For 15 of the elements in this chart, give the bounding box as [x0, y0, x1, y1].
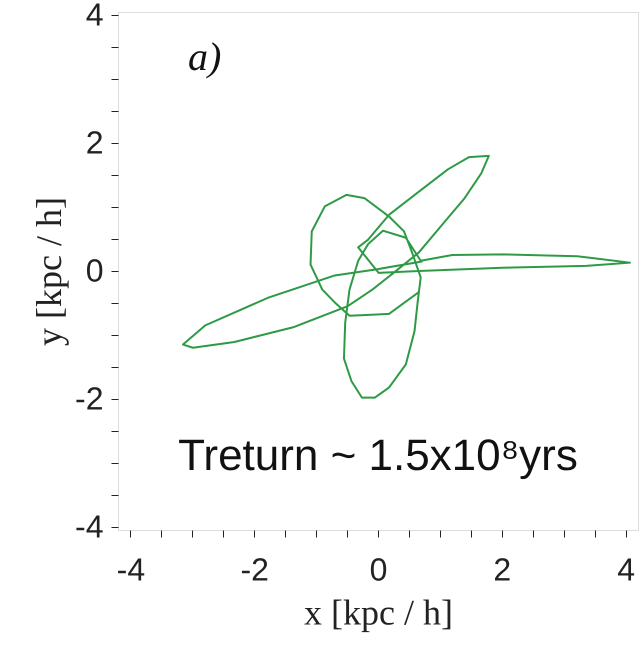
y-tick-label: -4 — [75, 508, 104, 544]
x-tick-label: -2 — [240, 552, 269, 588]
y-tick-label: -2 — [75, 380, 104, 416]
annotation: Treturn ~ 1.5x10⁸yrs — [178, 431, 578, 480]
x-tick-label: 0 — [370, 552, 388, 588]
x-axis-title: x [kpc / h] — [304, 592, 453, 632]
annotation: a) — [188, 34, 222, 79]
y-tick-label: 2 — [86, 124, 104, 161]
x-tick-label: -4 — [116, 552, 146, 588]
y-tick-label: 0 — [86, 252, 104, 288]
line-series — [182, 154, 631, 399]
y-tick-label: 4 — [86, 0, 104, 33]
x-tick-label: 2 — [493, 552, 512, 588]
y-axis-title: y [kpc / h] — [29, 197, 70, 346]
x-tick-label: 4 — [617, 552, 636, 588]
